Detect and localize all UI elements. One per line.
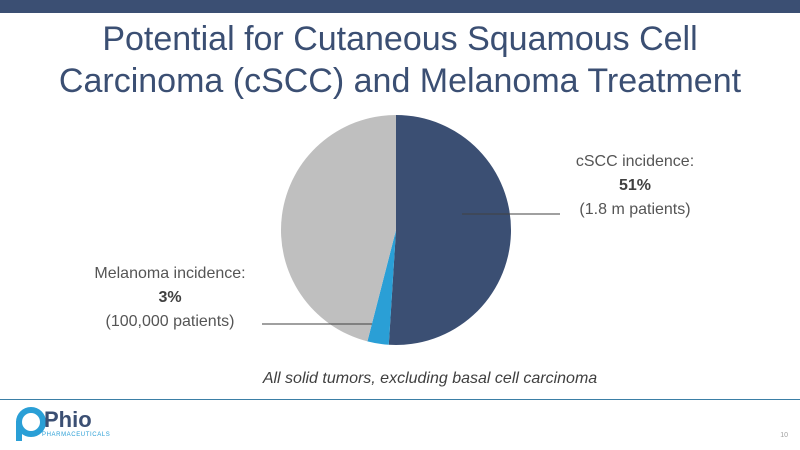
cscc-data-label: cSCC incidence: 51% (1.8 m patients) [560,150,710,222]
cscc-percent: 51% [618,177,652,194]
slide-title: Potential for Cutaneous Squamous Cell Ca… [0,18,800,102]
melanoma-data-label: Melanoma incidence: 3% (100,000 patients… [70,262,270,334]
pie-slice-cscc [388,114,512,346]
melanoma-label-text: Melanoma incidence: [94,265,246,282]
slide-title-line-1: Potential for Cutaneous Squamous Cell [102,20,698,58]
logo-wordmark: Phio [44,407,92,432]
logo-subtitle: PHARMACEUTICALS [42,432,111,438]
pie-slice-melanoma [367,230,396,345]
footer-divider [0,399,800,400]
top-bar [0,0,800,13]
pie-slice-other [281,115,396,342]
cscc-label-text: cSCC incidence: [575,153,695,170]
melanoma-percent: 3% [158,289,182,306]
page-number: 10 [780,432,788,439]
phio-logo-icon [16,407,46,441]
chart-caption: All solid tumors, excluding basal cell c… [262,370,598,387]
melanoma-detail: (100,000 patients) [105,313,235,330]
company-logo: Phio PHARMACEUTICALS [14,405,134,445]
slide-title-line-2: Carcinoma (cSCC) and Melanoma Treatment [58,62,742,100]
cscc-detail: (1.8 m patients) [579,201,691,218]
